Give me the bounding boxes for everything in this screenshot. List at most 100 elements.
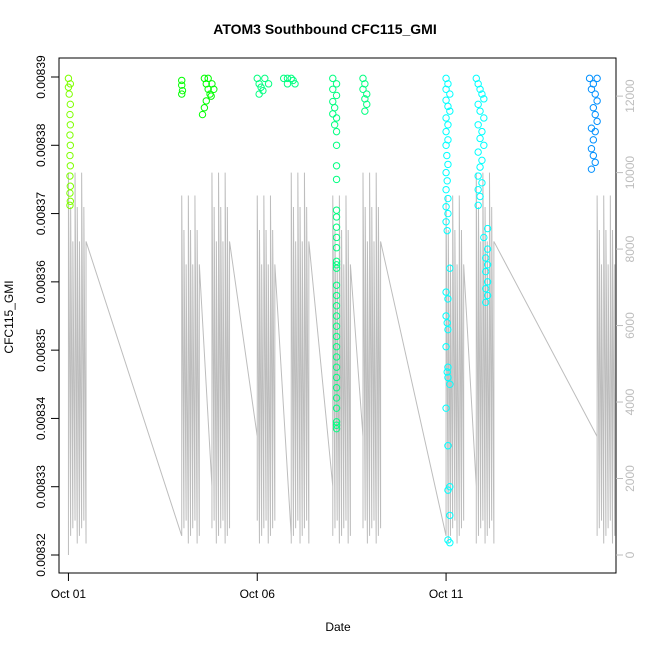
data-point [474,172,482,180]
data-point [332,281,341,289]
data-point [178,90,186,98]
data-point [287,74,295,83]
data-point [446,264,454,272]
data-point [283,80,292,88]
data-point [332,175,341,184]
data-point [443,226,451,235]
data-point [332,244,341,252]
data-point [442,168,450,177]
data-point [332,223,341,231]
data-point [474,201,482,210]
data-point [442,96,450,104]
data-point [478,179,486,187]
data-point [478,156,486,165]
data-point [483,278,492,286]
data-point [332,302,341,310]
data-point [66,197,75,205]
data-point [444,486,452,494]
data-point [480,114,488,122]
data-point [332,127,341,136]
point-layer [64,74,601,547]
data-point [474,148,482,156]
y-axis-label: CFC115_GMI [2,280,16,353]
data-point [476,107,484,115]
data-point [444,121,452,129]
data-point [332,322,341,330]
data-point [444,295,452,303]
data-point [332,264,341,272]
data-point [444,363,452,371]
data-point [483,224,492,233]
data-point [591,90,599,98]
data-point [442,141,450,149]
data-point [329,85,337,93]
chart-title: ATOM3 Southbound CFC115_GMI [213,21,437,37]
data-point [332,312,341,320]
data-point [202,97,210,105]
data-point [66,121,75,129]
y-tick-label: 0.00837 [34,192,48,236]
data-point [480,233,488,242]
data-point [587,124,596,132]
right-tick-label: 4000 [623,388,637,415]
data-point [264,80,273,88]
data-point [476,134,484,143]
data-point [589,136,598,144]
data-point [329,97,337,106]
data-point [483,245,492,253]
x-tick-label: Oct 06 [240,587,276,601]
data-point [363,100,371,109]
data-point [332,261,341,269]
data-point [66,162,75,170]
data-point [279,74,288,83]
data-point [66,100,75,109]
data-point [591,110,599,119]
data-point [204,85,212,93]
data-point [210,85,218,93]
data-point [442,404,450,412]
data-point [444,442,452,450]
data-point [332,421,341,429]
data-point [478,90,486,98]
data-point [589,104,598,112]
data-point [446,380,454,388]
y-tick-label: 0.00834 [34,396,48,440]
data-point [329,74,337,83]
data-point [442,185,450,194]
data-point [442,127,450,136]
data-point [330,104,339,112]
data-point [330,121,339,129]
data-point [483,291,492,300]
data-point [480,95,488,103]
line-layer [67,172,616,555]
data-point [332,353,341,361]
data-point [332,343,341,351]
data-point [482,298,490,307]
data-point [361,107,369,115]
data-point [443,151,451,160]
data-point [593,117,601,126]
data-point [444,325,452,334]
data-point [442,288,450,296]
right-tick-label: 8000 [623,235,637,262]
data-point [332,91,341,100]
data-point [482,284,490,293]
data-point [66,141,75,149]
data-point [585,74,594,83]
data-point [66,172,74,180]
data-point [587,145,596,153]
y-tick-label: 0.00838 [34,123,48,167]
data-point [446,511,454,520]
data-point [198,110,207,119]
data-point [474,100,482,109]
data-point [442,218,450,226]
data-point [483,261,492,269]
data-point [591,127,599,136]
data-point [66,80,75,88]
data-point [332,332,341,341]
data-point [478,127,486,136]
data-point [283,74,292,83]
data-point [444,160,452,169]
data-point [66,189,74,197]
